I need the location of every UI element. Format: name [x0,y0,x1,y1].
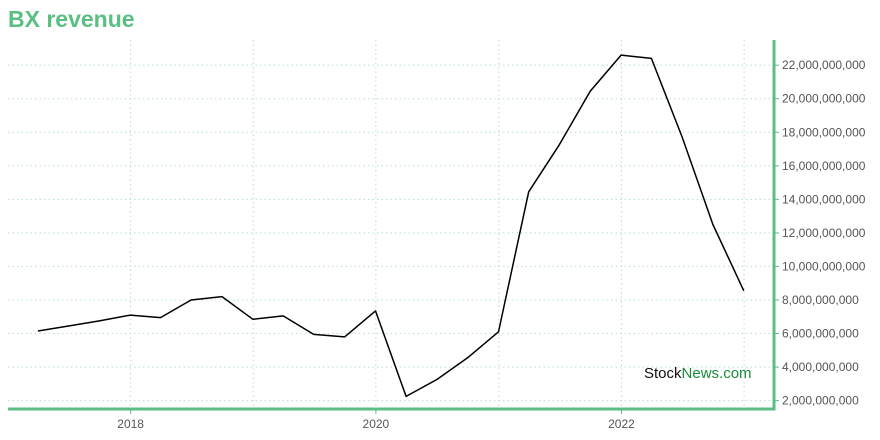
x-tick-label: 2020 [363,417,390,431]
x-tick-label: 2018 [117,417,144,431]
series-layer [37,54,745,398]
y-tick-label: 22,000,000,000 [782,58,866,72]
y-tick-label: 8,000,000,000 [782,293,859,307]
y-tick-label: 20,000,000,000 [782,92,866,106]
y-tick-label: 18,000,000,000 [782,125,866,139]
watermark-part1: Stock [644,365,682,382]
y-tick-label: 2,000,000,000 [782,394,859,408]
axes [8,40,779,414]
x-tick-labels: 2018 2020 2022 [117,417,635,431]
y-tick-label: 14,000,000,000 [782,192,866,206]
watermark-part2: News.com [681,365,752,382]
chart-title: BX revenue [8,6,135,32]
y-tick-labels: 2,000,000,000 4,000,000,000 6,000,000,000 8… [782,58,866,407]
x-tick-label: 2022 [608,417,635,431]
y-tick-label: 16,000,000,000 [782,159,866,173]
revenue-line [37,54,745,398]
y-tick-label: 12,000,000,000 [782,226,866,240]
y-tick-label: 10,000,000,000 [782,259,866,273]
stocknews-watermark: StockNews.com [644,365,752,382]
y-tick-label: 6,000,000,000 [782,327,859,341]
grid [8,40,774,409]
y-tick-label: 4,000,000,000 [782,360,859,374]
